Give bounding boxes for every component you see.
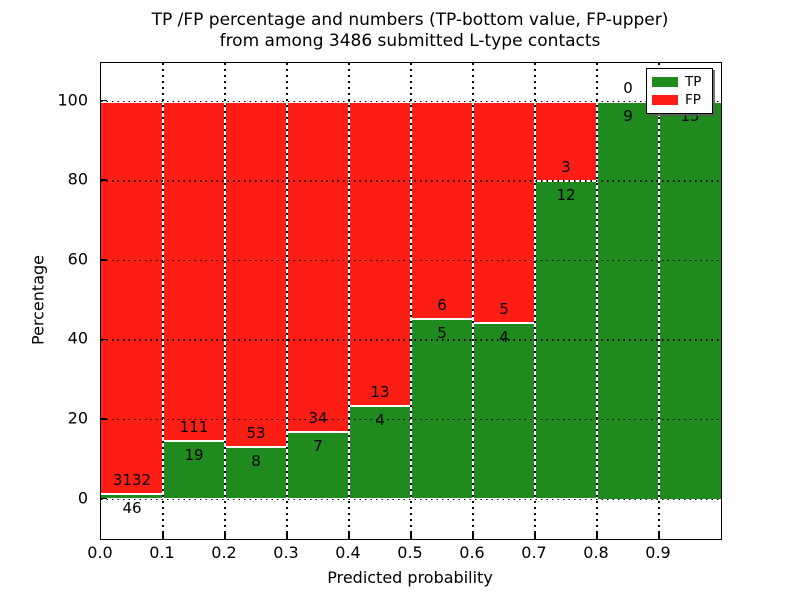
vertical-gridline [596, 63, 598, 539]
bar-segment-tp [659, 100, 721, 499]
fp-count-label: 53 [246, 424, 266, 443]
y-tick-label: 40 [67, 328, 88, 348]
vertical-gridline [472, 63, 474, 539]
x-tick-mark [162, 533, 164, 539]
fp-count-label: 34 [308, 408, 328, 427]
tp-count-label: 4 [499, 327, 509, 346]
bar-segment-fp [101, 100, 163, 493]
x-tick-label: 0.5 [397, 543, 423, 562]
x-tick-label: 0.7 [521, 543, 547, 562]
x-tick-label: 0.2 [211, 543, 237, 562]
bar-segment-fp [287, 100, 349, 431]
fp-count-label: 3 [561, 158, 571, 177]
bar-segment-fp [411, 100, 473, 318]
chart-title-line1: TP /FP percentage and numbers (TP-bottom… [151, 10, 669, 30]
chart-title: TP /FP percentage and numbers (TP-bottom… [100, 10, 720, 52]
legend-label-fp: FP [685, 92, 701, 108]
bar-segment-tp [101, 492, 163, 499]
tp-count-label: 5 [437, 323, 447, 342]
fp-count-label: 0 [623, 78, 633, 97]
fp-count-label: 111 [179, 418, 209, 437]
y-tick-mark [101, 258, 107, 261]
tp-count-label: 7 [313, 436, 323, 455]
y-tick-mark [101, 99, 107, 102]
bar-segment-tp [535, 180, 597, 499]
y-tick-label: 60 [67, 249, 88, 269]
horizontal-gridline [101, 180, 721, 182]
x-tick-label: 0.9 [645, 543, 671, 562]
bar-segment-tp [163, 440, 225, 499]
x-axis-label: Predicted probability [327, 568, 493, 587]
legend-item-tp: TP [652, 75, 707, 89]
bar-segment-fp [535, 100, 597, 181]
x-tick-mark [224, 533, 226, 539]
fp-count-label: 13 [370, 382, 390, 401]
tp-swatch-icon [652, 77, 678, 87]
y-tick-mark [101, 497, 107, 500]
x-tick-mark [534, 533, 536, 539]
horizontal-gridline [101, 100, 721, 102]
x-tick-mark [472, 533, 474, 539]
y-tick-label: 20 [67, 408, 88, 428]
legend: TP FP [646, 68, 713, 114]
x-tick-mark [410, 533, 412, 539]
x-tick-label: 0.4 [335, 543, 361, 562]
vertical-gridline [534, 63, 536, 539]
bar-segment-tp [349, 404, 411, 499]
vertical-gridline [286, 63, 288, 539]
bar-segment-tp [597, 100, 659, 499]
x-tick-mark [348, 533, 350, 539]
plot-area: 31324611119538347134655431209015 TP FP [100, 62, 722, 540]
x-tick-mark [596, 533, 598, 539]
x-tick-label: 0.8 [583, 543, 609, 562]
vertical-gridline [162, 63, 164, 539]
legend-label-tp: TP [685, 74, 702, 90]
vertical-gridline [348, 63, 350, 539]
bar-segment-tp [287, 430, 349, 499]
bar-segment-fp [349, 100, 411, 405]
y-tick-mark [101, 338, 107, 341]
tp-count-label: 9 [623, 106, 633, 125]
tp-count-label: 19 [184, 446, 204, 465]
y-tick-label: 80 [67, 169, 88, 189]
y-tick-mark [101, 418, 107, 420]
x-tick-label: 0.1 [149, 543, 175, 562]
horizontal-gridline [101, 418, 721, 421]
bar-segment-tp [473, 321, 535, 499]
vertical-gridline [224, 63, 226, 539]
y-tick-mark [101, 179, 107, 181]
tp-count-label: 8 [251, 452, 261, 471]
tp-count-label: 46 [122, 498, 142, 517]
horizontal-gridline [101, 498, 721, 500]
bar-segment-fp [163, 100, 225, 441]
bar-segment-tp [411, 317, 473, 499]
x-tick-label: 0.3 [273, 543, 299, 562]
fp-count-label: 5 [499, 299, 509, 318]
fp-swatch-icon [652, 95, 678, 105]
tp-count-label: 4 [375, 410, 385, 429]
y-tick-label: 100 [57, 90, 88, 109]
vertical-gridline [658, 63, 660, 539]
vertical-gridline [410, 63, 412, 539]
fp-count-label: 6 [437, 295, 447, 314]
x-tick-label: 0.6 [459, 543, 485, 562]
x-tick-mark [658, 533, 660, 539]
x-tick-label: 0.0 [87, 543, 113, 562]
horizontal-gridline [101, 339, 721, 341]
y-tick-label: 0 [77, 488, 88, 507]
x-tick-mark [286, 533, 288, 539]
bar-segment-fp [473, 100, 535, 322]
bar-segment-tp [225, 446, 287, 499]
legend-item-fp: FP [652, 93, 707, 107]
tp-count-label: 12 [556, 186, 576, 205]
bar-segment-fp [225, 100, 287, 447]
horizontal-gridline [101, 259, 721, 262]
chart-title-line2: from among 3486 submitted L-type contact… [219, 31, 601, 51]
fp-count-label: 3132 [112, 470, 152, 489]
